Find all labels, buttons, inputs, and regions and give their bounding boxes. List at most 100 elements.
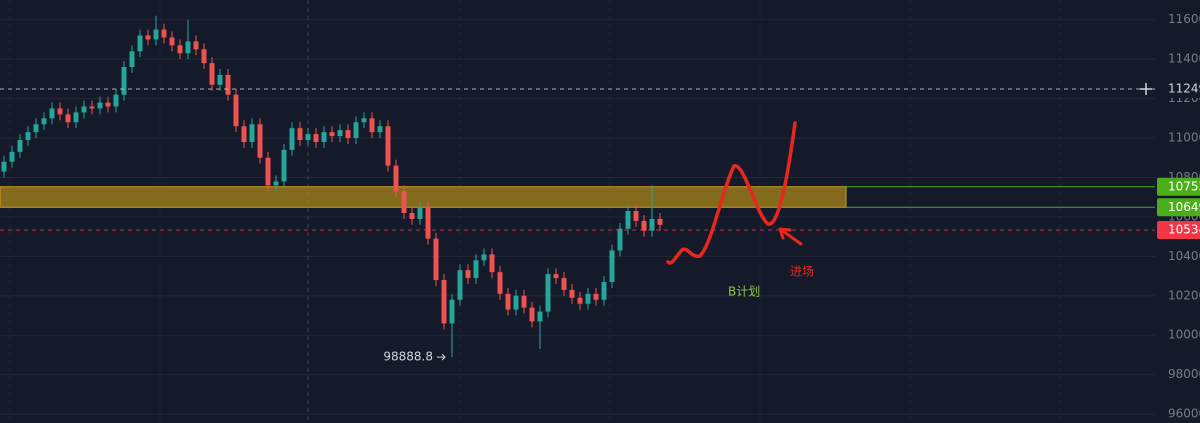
candle-body bbox=[289, 128, 295, 150]
candle-body bbox=[393, 165, 399, 192]
candle-body bbox=[537, 311, 543, 322]
candle-body bbox=[217, 74, 223, 85]
annotation: B计划 bbox=[728, 285, 760, 299]
y-tick-label: 96000 bbox=[1168, 407, 1200, 421]
candle-body bbox=[81, 106, 87, 113]
candle-body bbox=[97, 102, 103, 109]
candle-body bbox=[465, 270, 471, 279]
annotation: 进场 bbox=[790, 265, 814, 279]
y-tick-label: 116000 bbox=[1168, 12, 1200, 26]
candle-body bbox=[57, 108, 63, 115]
candle-body bbox=[497, 272, 503, 294]
candle-body bbox=[609, 250, 615, 282]
candle-body bbox=[129, 51, 135, 68]
y-tick-label: 102000 bbox=[1168, 288, 1200, 302]
candle-body bbox=[433, 238, 439, 281]
candle-body bbox=[145, 35, 151, 40]
candle-body bbox=[337, 130, 343, 137]
candle-body bbox=[441, 280, 447, 324]
candle-body bbox=[529, 307, 535, 322]
price-tag bbox=[1157, 220, 1200, 239]
candle-body bbox=[225, 74, 231, 95]
candle-body bbox=[297, 128, 303, 141]
candle-body bbox=[385, 126, 391, 166]
candle-body bbox=[641, 220, 647, 231]
candle-body bbox=[353, 122, 359, 139]
candle-body bbox=[153, 29, 159, 40]
candle-body bbox=[489, 254, 495, 273]
candle-body bbox=[185, 41, 191, 54]
candle-body bbox=[321, 132, 327, 142]
price-tag-label: 105340 bbox=[1168, 222, 1200, 236]
candle-body bbox=[105, 102, 111, 107]
candle-body bbox=[17, 140, 23, 152]
zone bbox=[0, 186, 847, 208]
candle-body bbox=[1, 161, 7, 172]
candle-body bbox=[233, 94, 239, 127]
y-tick-label: 110000 bbox=[1168, 131, 1200, 145]
price-tag bbox=[1157, 198, 1200, 217]
candle-body bbox=[73, 112, 79, 123]
candle-body bbox=[449, 299, 455, 324]
y-tick-label: 98000 bbox=[1168, 367, 1200, 381]
candle-body bbox=[577, 297, 583, 304]
candle-body bbox=[161, 29, 167, 38]
candle-body bbox=[457, 270, 463, 300]
candle-body bbox=[505, 293, 511, 310]
candle-body bbox=[377, 126, 383, 133]
candle-body bbox=[601, 282, 607, 300]
candle-body bbox=[193, 41, 199, 50]
candle-body bbox=[409, 212, 415, 219]
candle-body bbox=[417, 207, 423, 219]
candle-body bbox=[121, 67, 127, 95]
candle-body bbox=[241, 126, 247, 142]
candle-body bbox=[25, 132, 31, 141]
candle-body bbox=[329, 132, 335, 137]
hand-arrow bbox=[778, 227, 803, 246]
price-tag bbox=[1157, 177, 1200, 196]
candle-body bbox=[625, 211, 631, 229]
low-arrow bbox=[437, 353, 446, 361]
candle-body bbox=[481, 254, 487, 261]
candle-body bbox=[473, 260, 479, 279]
y-tick-label: 104000 bbox=[1168, 249, 1200, 263]
add-button[interactable] bbox=[1140, 82, 1152, 95]
price-tag-label: 106490 bbox=[1168, 200, 1200, 214]
candle-body bbox=[345, 130, 351, 139]
candle-body bbox=[265, 157, 271, 186]
candle-body bbox=[65, 114, 71, 123]
candle-body bbox=[201, 49, 207, 64]
candle-body bbox=[49, 108, 55, 119]
price-tag bbox=[1158, 79, 1200, 98]
y-tick-label: 100000 bbox=[1168, 328, 1200, 342]
candle-body bbox=[169, 37, 175, 46]
candle-body bbox=[561, 278, 567, 290]
candle-body bbox=[593, 293, 599, 300]
candle-body bbox=[617, 228, 623, 251]
candle-body bbox=[305, 134, 311, 141]
candle-body bbox=[281, 149, 287, 182]
candle-body bbox=[313, 134, 319, 142]
hand-curve bbox=[666, 121, 797, 265]
candle-body bbox=[369, 118, 375, 133]
candle-body bbox=[545, 274, 551, 312]
low-label: 98888.8 bbox=[383, 350, 433, 364]
candle-body bbox=[361, 118, 367, 123]
candle-body bbox=[273, 181, 279, 186]
candle-body bbox=[569, 289, 575, 298]
candle-body bbox=[401, 191, 407, 213]
candle-body bbox=[9, 151, 15, 162]
candle-body bbox=[633, 211, 639, 221]
candle-body bbox=[137, 35, 143, 52]
candle-body bbox=[657, 218, 663, 225]
candle-body bbox=[41, 118, 47, 125]
y-tick-label: 114000 bbox=[1168, 52, 1200, 66]
candle-body bbox=[553, 274, 559, 279]
candle-body bbox=[113, 94, 119, 107]
candle-body bbox=[249, 124, 255, 142]
candle-body bbox=[585, 293, 591, 304]
candle-body bbox=[209, 63, 215, 85]
candle-body bbox=[89, 106, 95, 109]
